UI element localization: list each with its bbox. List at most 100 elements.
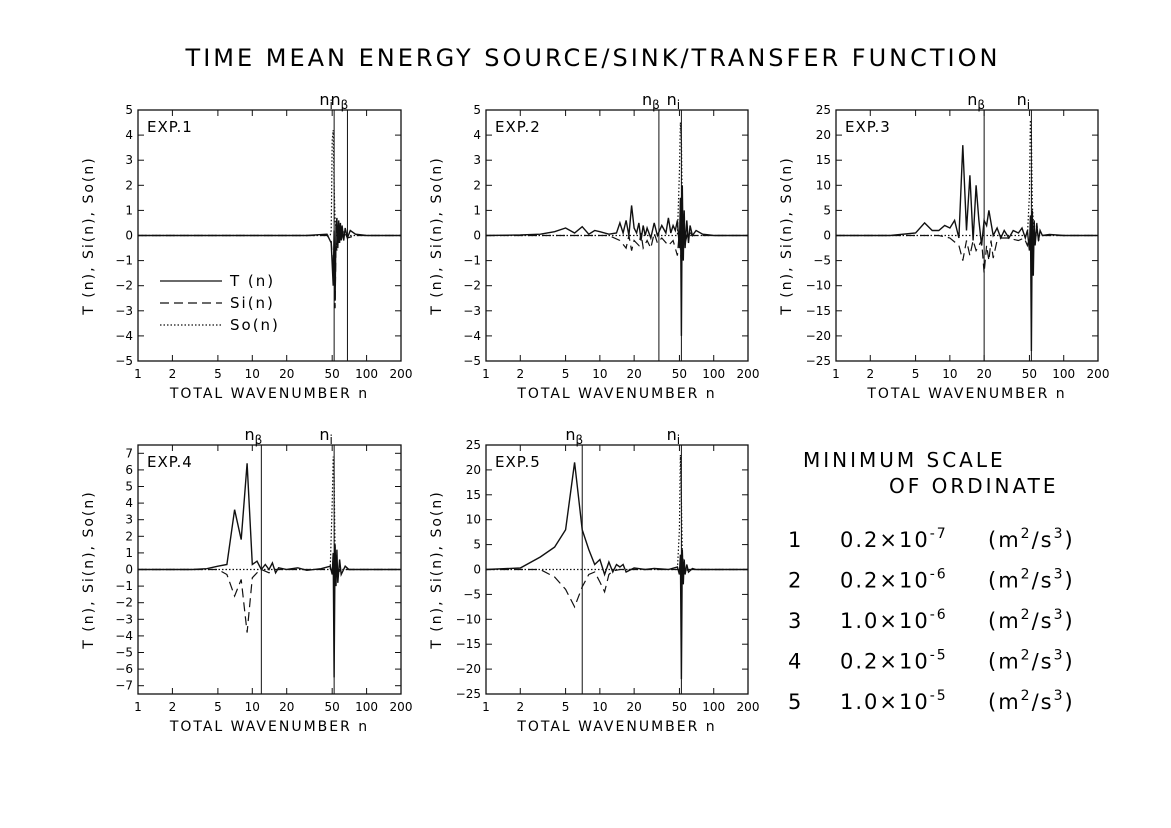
x-tick-label: 20 — [626, 700, 641, 714]
x-tick-label: 1 — [832, 367, 840, 381]
scale-unit: (m2/s3) — [988, 607, 1075, 633]
x-axis-label: TOTAL WAVENUMBER n — [516, 386, 716, 402]
y-tick-label: 20 — [816, 128, 831, 142]
y-axis-label: T (n), Si(n), So(n) — [779, 156, 795, 315]
scale-exp-number: 4 — [788, 650, 803, 674]
y-tick-label: −25 — [806, 354, 831, 368]
y-tick-label: −1 — [115, 254, 133, 268]
x-tick-label: 50 — [672, 700, 687, 714]
x-tick-label: 10 — [942, 367, 957, 381]
x-tick-label: 5 — [562, 367, 570, 381]
experiment-label: EXP.2 — [495, 118, 541, 136]
series-T-line — [486, 185, 748, 336]
y-tick-label: −15 — [806, 304, 831, 318]
y-tick-label: −20 — [806, 329, 831, 343]
x-tick-label: 1 — [482, 700, 490, 714]
wavenumber-marker-label: nβ — [967, 90, 985, 112]
y-tick-label: −5 — [463, 587, 481, 601]
y-tick-label: 2 — [473, 178, 481, 192]
y-tick-label: 1 — [125, 203, 133, 217]
x-tick-label: 10 — [245, 367, 260, 381]
y-tick-label: −4 — [115, 329, 133, 343]
x-tick-label: 50 — [1022, 367, 1037, 381]
scale-value: 0.2×10-7 — [840, 526, 948, 552]
y-tick-label: −7 — [115, 679, 133, 693]
legend-label-Si: Si(n) — [230, 294, 275, 312]
x-tick-label: 2 — [169, 367, 177, 381]
x-tick-label: 20 — [279, 367, 294, 381]
x-tick-label: 100 — [702, 367, 725, 381]
y-tick-label: 5 — [823, 203, 831, 217]
x-axis-label: TOTAL WAVENUMBER n — [866, 386, 1066, 402]
series-Si-line — [836, 222, 1098, 274]
x-tick-label: 10 — [592, 367, 607, 381]
x-tick-label: 2 — [169, 700, 177, 714]
y-tick-label: 4 — [125, 496, 133, 510]
scale-title-line1: MINIMUM SCALE — [803, 448, 1006, 472]
y-tick-label: 2 — [125, 178, 133, 192]
y-tick-label: −6 — [115, 662, 133, 676]
y-tick-label: 3 — [125, 153, 133, 167]
y-tick-label: −10 — [456, 612, 481, 626]
y-tick-label: 0 — [125, 563, 133, 577]
y-tick-label: −5 — [813, 254, 831, 268]
y-tick-label: −1 — [463, 254, 481, 268]
x-tick-label: 100 — [355, 367, 378, 381]
y-tick-label: −10 — [806, 279, 831, 293]
y-tick-label: −5 — [115, 354, 133, 368]
wavenumber-marker-label: ni — [1017, 90, 1030, 112]
x-tick-label: 200 — [390, 700, 413, 714]
x-tick-label: 100 — [355, 700, 378, 714]
y-tick-label: −2 — [115, 279, 133, 293]
x-tick-label: 2 — [516, 367, 524, 381]
x-tick-label: 1 — [134, 367, 142, 381]
y-tick-label: 3 — [125, 513, 133, 527]
chart-panel-4: 1 2 5 10 20 50 100 200 −7 −6 −5 −4 −3 −2 −1 0 1 2 3 4 5 6 7 TOT… — [81, 425, 412, 735]
x-tick-label: 20 — [279, 700, 294, 714]
series-So-line — [138, 456, 401, 571]
x-tick-label: 10 — [245, 700, 260, 714]
scale-unit: (m2/s3) — [988, 526, 1075, 552]
y-tick-label: −3 — [115, 304, 133, 318]
wavenumber-marker-label: nβ — [244, 425, 262, 447]
y-axis-label: T (n), Si(n), So(n) — [81, 490, 97, 649]
x-tick-label: 200 — [737, 700, 760, 714]
x-tick-label: 100 — [1052, 367, 1075, 381]
x-tick-label: 10 — [592, 700, 607, 714]
scale-title-line2: OF ORDINATE — [889, 474, 1058, 498]
y-tick-label: 4 — [473, 128, 481, 142]
x-tick-label: 1 — [134, 700, 142, 714]
series-So-line — [138, 130, 401, 237]
y-tick-label: 15 — [466, 488, 481, 502]
y-axis-label: T (n), Si(n), So(n) — [429, 490, 445, 649]
y-tick-label: 25 — [816, 103, 831, 117]
y-axis-label: T (n), Si(n), So(n) — [81, 156, 97, 315]
x-tick-label: 2 — [516, 700, 524, 714]
legend-label-T: T (n) — [229, 272, 275, 290]
legend: T (n) Si(n) So(n) — [160, 272, 280, 334]
series-So-line — [486, 122, 748, 237]
wavenumber-marker-label: ni — [667, 90, 680, 112]
series-T-line — [138, 463, 401, 678]
y-tick-label: 1 — [473, 203, 481, 217]
series-So-line — [486, 454, 748, 571]
series-So-line — [836, 119, 1098, 237]
x-axis-label: TOTAL WAVENUMBER n — [169, 719, 369, 735]
y-tick-label: 20 — [466, 463, 481, 477]
series-Si-line — [138, 225, 401, 309]
y-tick-label: −4 — [115, 629, 133, 643]
y-tick-label: 4 — [125, 128, 133, 142]
x-axis-label: TOTAL WAVENUMBER n — [516, 719, 716, 735]
x-tick-label: 200 — [1087, 367, 1110, 381]
experiment-label: EXP.3 — [845, 118, 891, 136]
x-tick-label: 50 — [325, 700, 340, 714]
scale-value: 0.2×10-6 — [840, 567, 948, 593]
y-tick-label: 2 — [125, 529, 133, 543]
y-tick-label: −2 — [115, 596, 133, 610]
experiment-label: EXP.1 — [147, 118, 193, 136]
wavenumber-marker-label: ni — [319, 90, 332, 112]
legend-label-So: So(n) — [230, 316, 280, 334]
y-tick-label: −4 — [463, 329, 481, 343]
x-axis-label: TOTAL WAVENUMBER n — [169, 386, 369, 402]
